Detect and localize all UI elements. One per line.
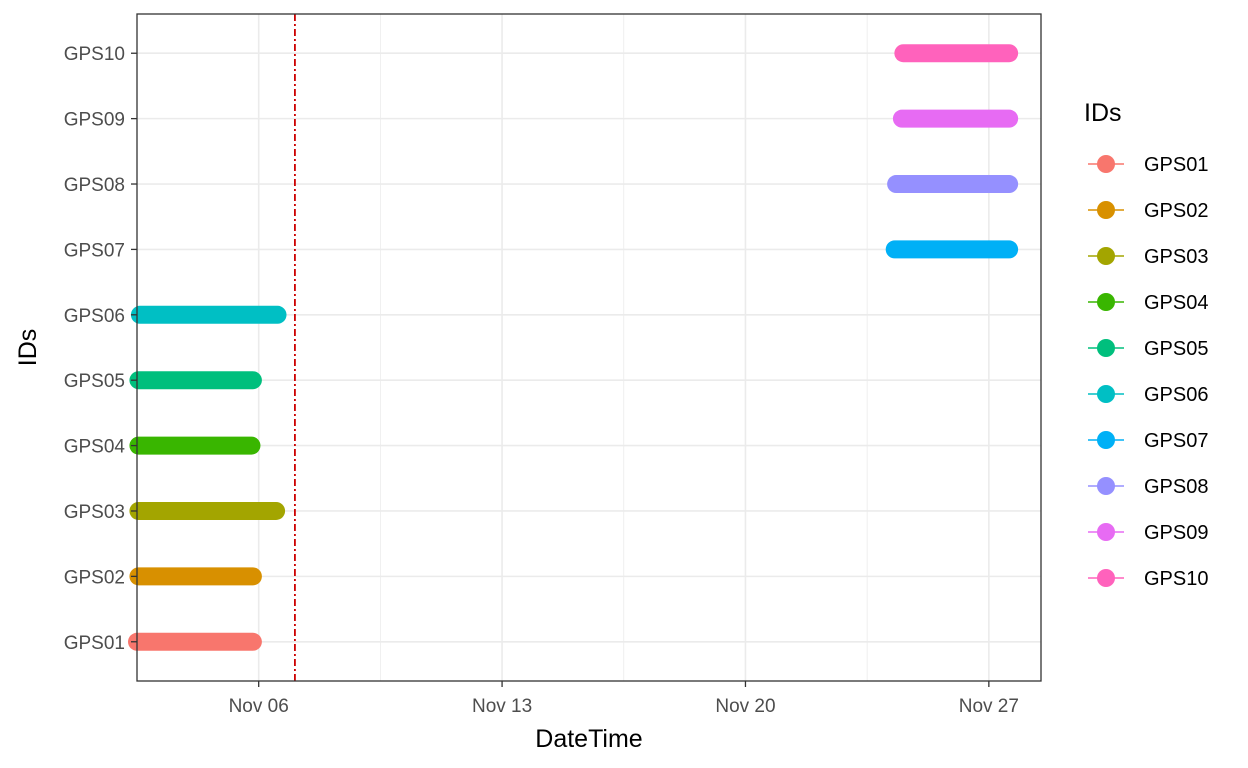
legend-label-gps06: GPS06 [1144,384,1208,406]
legend-item-gps08: GPS08 [1088,476,1208,498]
legend-item-gps02: GPS02 [1088,200,1208,222]
legend-item-gps03: GPS03 [1088,246,1208,268]
y-tick-label-gps05: GPS05 [64,371,125,392]
y-tick-label-gps04: GPS04 [64,437,126,458]
legend-label-gps04: GPS04 [1144,292,1208,314]
legend-key-dot-gps10 [1097,569,1115,587]
legend-label-gps01: GPS01 [1144,154,1208,176]
y-axis-title: IDs [14,329,42,367]
panel-border [136,13,1042,682]
y-tick-label-gps07: GPS07 [64,240,125,261]
legend-key-dot-gps06 [1097,385,1115,403]
legend-key-dot-gps02 [1097,201,1115,219]
legend-item-gps05: GPS05 [1088,338,1208,360]
legend-title: IDs [1084,99,1122,127]
y-tick-label-gps01: GPS01 [64,633,125,654]
legend-key-dot-gps01 [1097,155,1115,173]
legend-key-dot-gps03 [1097,247,1115,265]
legend-label-gps05: GPS05 [1144,338,1208,360]
grid-minor [379,14,868,681]
legend-label-gps10: GPS10 [1144,568,1208,590]
legend-label-gps08: GPS08 [1144,476,1208,498]
y-tick-label-gps06: GPS06 [64,306,125,327]
y-tick-label-gps10: GPS10 [64,44,125,65]
x-tick-label-0: Nov 06 [229,696,289,717]
y-tick-label-gps02: GPS02 [64,567,125,588]
legend-label-gps02: GPS02 [1144,200,1208,222]
x-tick-label-1: Nov 13 [472,696,532,717]
y-tick-label-gps09: GPS09 [64,110,125,131]
legend-item-gps01: GPS01 [1088,154,1208,176]
series-segments [128,44,1019,651]
legend-label-gps03: GPS03 [1144,246,1208,268]
y-tick-label-gps08: GPS08 [64,175,125,196]
x-axis: Nov 06 Nov 13 Nov 20 Nov 27 [229,681,1019,717]
legend-item-gps09: GPS09 [1088,522,1208,544]
legend-item-gps04: GPS04 [1088,292,1208,314]
x-tick-label-3: Nov 27 [959,696,1019,717]
legend-key-dot-gps07 [1097,431,1115,449]
legend-label-gps07: GPS07 [1144,430,1208,452]
legend-key-dot-gps09 [1097,523,1115,541]
y-tick-label-gps03: GPS03 [64,502,125,523]
legend-label-gps09: GPS09 [1144,522,1208,544]
legend-item-gps10: GPS10 [1088,568,1208,590]
legend: IDs GPS01 GPS02 GPS03 GPS04 GPS05 GPS06 GPS07 G… [1084,99,1208,590]
y-axis: GPS01 GPS02 GPS03 GPS04 GPS05 GPS06 GPS07 GPS08… [64,44,137,654]
x-axis-title: DateTime [535,725,642,753]
legend-key-dot-gps05 [1097,339,1115,357]
legend-key-dot-gps04 [1097,293,1115,311]
legend-key-dot-gps08 [1097,477,1115,495]
legend-item-gps06: GPS06 [1088,384,1208,406]
legend-item-gps07: GPS07 [1088,430,1208,452]
x-tick-label-2: Nov 20 [715,696,775,717]
